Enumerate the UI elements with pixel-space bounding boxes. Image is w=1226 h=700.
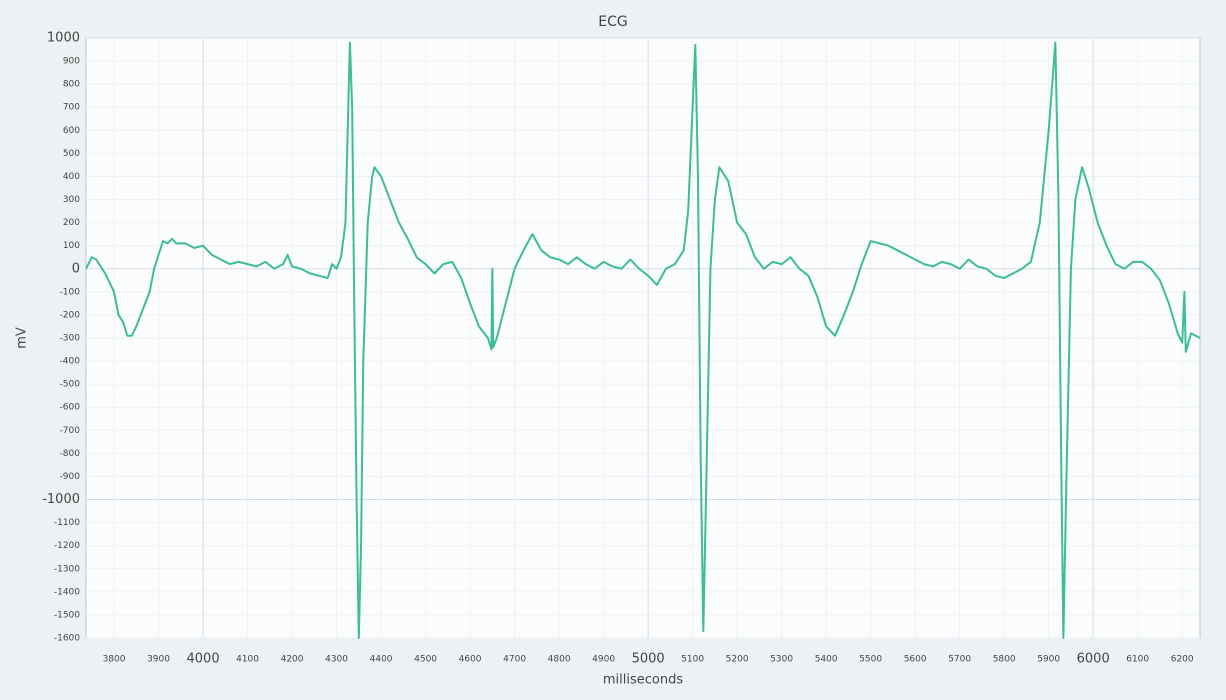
x-tick-label: 4600: [459, 655, 482, 665]
y-tick-label: -1200: [54, 541, 80, 551]
y-tick-label: 500: [63, 149, 80, 159]
x-tick-label: 4200: [281, 655, 304, 665]
y-tick-label: 200: [63, 218, 80, 228]
y-tick-label: -1400: [54, 587, 80, 597]
x-tick-label: 4400: [370, 655, 393, 665]
y-tick-label: -500: [60, 380, 81, 390]
y-tick-label: 700: [63, 103, 80, 113]
y-tick-label: -1600: [54, 634, 80, 644]
y-tick-label: 600: [63, 126, 80, 136]
x-tick-label: 3800: [103, 655, 126, 665]
y-tick-label: 0: [72, 261, 80, 276]
y-tick-label: -1500: [54, 610, 80, 620]
y-tick-label: -600: [60, 403, 81, 413]
chart-title: ECG: [598, 14, 627, 30]
x-tick-label: 6200: [1171, 655, 1194, 665]
y-tick-label: -1000: [42, 492, 80, 507]
x-tick-label: 5100: [681, 655, 704, 665]
x-tick-label: 5500: [859, 655, 882, 665]
x-tick-label: 5900: [1037, 655, 1060, 665]
y-tick-label: -700: [60, 426, 81, 436]
x-tick-label: 4800: [548, 655, 571, 665]
x-tick-label: 4100: [236, 655, 259, 665]
marks: [85, 41, 1201, 639]
x-tick-label: 4900: [592, 655, 615, 665]
x-tick-label: 6000: [1077, 652, 1110, 667]
y-tick-label: 900: [63, 57, 80, 67]
x-tick-label: 5800: [993, 655, 1016, 665]
x-tick-label: 5700: [948, 655, 971, 665]
y-tick-label: 800: [63, 80, 80, 90]
y-axis-label: mV: [15, 327, 30, 349]
x-tick-label: 5300: [770, 655, 793, 665]
x-tick-label: 5200: [726, 655, 749, 665]
y-tick-label: -800: [60, 449, 81, 459]
ecg-line: [85, 41, 1201, 639]
y-tick-label: 100: [63, 241, 80, 251]
y-tick-label: -200: [60, 310, 81, 320]
y-tick-label: 300: [63, 195, 80, 205]
x-tick-label: 5400: [815, 655, 838, 665]
y-tick-label: -300: [60, 334, 81, 344]
y-tick-label: -400: [60, 357, 81, 367]
y-tick-label: 400: [63, 172, 80, 182]
x-tick-label: 5600: [904, 655, 927, 665]
grid: [86, 37, 1200, 639]
y-tick-label: -1100: [54, 518, 80, 528]
x-tick-label: 3900: [147, 655, 170, 665]
x-tick-label: 4300: [325, 655, 348, 665]
x-tick-label: 4500: [414, 655, 437, 665]
x-tick-label: 4000: [187, 652, 220, 667]
y-tick-label: 1000: [47, 31, 80, 46]
x-tick-label: 5000: [632, 652, 665, 667]
y-tick-label: -1300: [54, 564, 80, 574]
x-tick-label: 4700: [503, 655, 526, 665]
y-tick-label: -900: [60, 472, 81, 482]
y-tick-label: -100: [60, 287, 81, 297]
x-axis-label: milliseconds: [603, 673, 683, 688]
x-tick-label: 6100: [1126, 655, 1149, 665]
